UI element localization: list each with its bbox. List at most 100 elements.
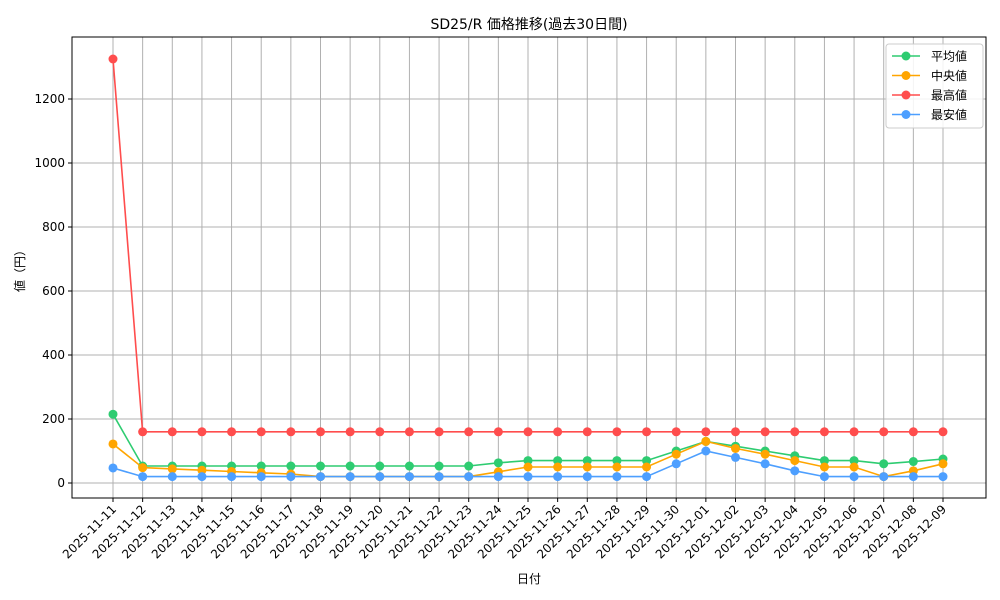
data-point (523, 456, 533, 466)
data-point (108, 54, 118, 64)
legend-marker-icon (901, 51, 911, 61)
grid-lines (72, 37, 986, 498)
data-point (167, 472, 177, 482)
data-point (612, 427, 622, 437)
data-point (523, 427, 533, 437)
data-point (760, 449, 770, 459)
data-point (553, 456, 563, 466)
data-point (493, 458, 503, 468)
legend-box (885, 43, 984, 129)
data-point (908, 472, 918, 482)
data-point (760, 427, 770, 437)
data-point (582, 456, 592, 466)
series-2 (108, 54, 948, 437)
data-point (849, 462, 859, 472)
chart-title: SD25/R 価格推移(過去30日間) (430, 17, 627, 33)
data-point (819, 472, 829, 482)
data-point (731, 452, 740, 462)
data-point (642, 472, 652, 482)
data-point (464, 461, 474, 471)
data-point (316, 461, 325, 471)
data-point (345, 472, 355, 482)
y-tick-label: 0 (57, 476, 65, 490)
data-point (197, 427, 207, 437)
data-point (375, 427, 385, 437)
data-point (582, 472, 592, 482)
legend-label: 最高値 (931, 88, 967, 103)
data-point (849, 472, 859, 482)
data-point (286, 461, 296, 471)
data-point (671, 459, 681, 469)
data-point (434, 472, 444, 482)
data-point (879, 427, 889, 437)
data-point (404, 472, 414, 482)
data-point (493, 427, 503, 437)
legend-label: 最安値 (931, 107, 967, 122)
legend-marker-icon (901, 71, 911, 80)
data-point (197, 472, 207, 482)
data-point (167, 427, 177, 437)
data-point (790, 456, 800, 466)
data-point (256, 472, 266, 482)
data-point (108, 409, 118, 419)
data-point (464, 472, 474, 482)
data-point (671, 427, 681, 437)
data-point (345, 427, 355, 437)
data-point (108, 439, 118, 449)
data-point (879, 459, 889, 469)
y-tick-label: 200 (42, 412, 65, 426)
data-point (316, 427, 325, 437)
data-point (227, 427, 237, 437)
data-point (553, 472, 563, 482)
data-point (908, 457, 918, 467)
data-point (731, 427, 740, 437)
data-point (612, 462, 622, 472)
data-point (908, 427, 918, 437)
y-tick-label: 600 (42, 284, 65, 298)
data-point (286, 472, 296, 482)
data-point (701, 436, 711, 446)
legend-label: 平均値 (931, 49, 967, 64)
data-point (286, 427, 296, 437)
data-point (553, 462, 563, 472)
data-point (819, 427, 829, 437)
y-tick-label: 1200 (34, 92, 65, 106)
data-point (612, 456, 622, 466)
data-point (227, 472, 237, 482)
data-point (256, 461, 266, 471)
data-point (434, 427, 444, 437)
data-point (167, 464, 177, 474)
data-point (523, 472, 533, 482)
data-point (582, 462, 592, 472)
data-point (642, 456, 652, 466)
data-point (642, 427, 652, 437)
data-point (138, 427, 148, 437)
data-point (138, 463, 148, 473)
data-point (731, 443, 740, 453)
data-point (938, 427, 948, 437)
data-point (612, 472, 622, 482)
data-point (671, 449, 681, 459)
data-point (760, 459, 770, 469)
data-point (316, 472, 325, 482)
plot-frame (71, 36, 987, 499)
y-tick-label: 1000 (34, 156, 65, 170)
data-point (819, 456, 829, 466)
data-point (375, 461, 385, 471)
data-point (404, 461, 414, 471)
y-tick-label: 800 (42, 220, 65, 234)
data-point (642, 462, 652, 472)
data-point (375, 472, 385, 482)
data-point (582, 427, 592, 437)
data-point (345, 461, 355, 471)
data-point (523, 462, 533, 472)
data-point (108, 463, 118, 473)
data-point (819, 462, 829, 472)
data-point (553, 427, 563, 437)
legend-marker-icon (901, 110, 911, 119)
data-point (938, 472, 948, 482)
data-point (256, 427, 266, 437)
